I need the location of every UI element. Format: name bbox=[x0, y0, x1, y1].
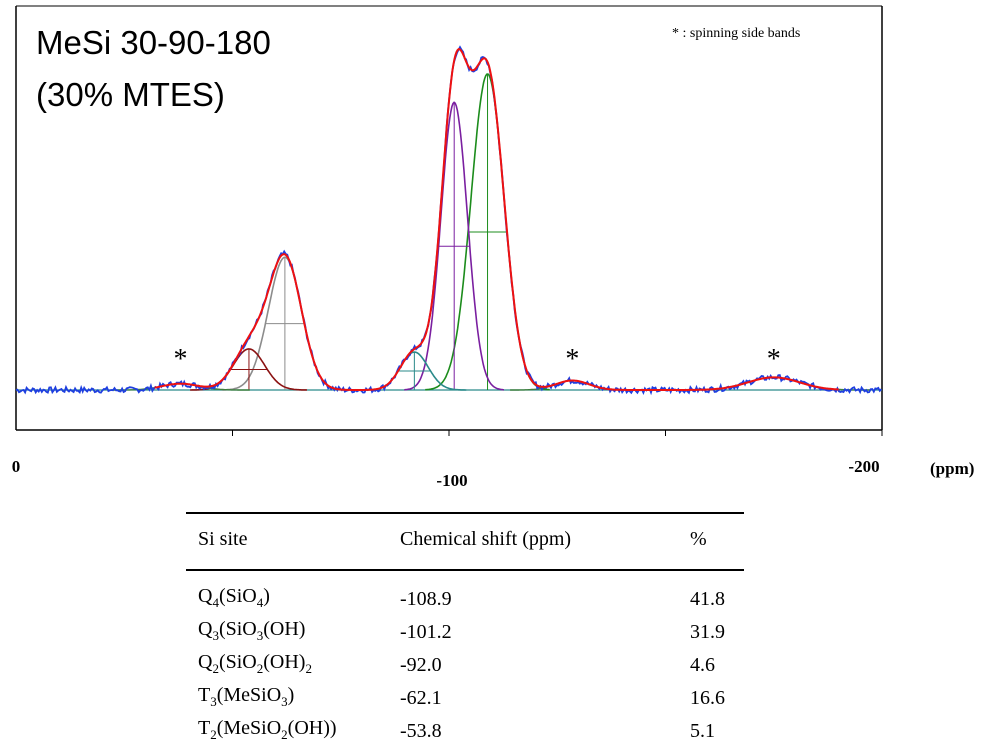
si-site-part: (SiO bbox=[218, 651, 257, 673]
percent-cell: 4.6 bbox=[690, 654, 715, 676]
si-site-part: 3 bbox=[210, 694, 217, 709]
si-site-part: 2 bbox=[305, 661, 312, 676]
si-site-part: 4 bbox=[256, 595, 264, 610]
chemical-shift-table: Si site Chemical shift (ppm) % Q4(SiO4) -… bbox=[186, 512, 744, 748]
si-site-part: 2 bbox=[256, 661, 264, 676]
header-percent: % bbox=[680, 512, 744, 571]
table-row: Q2(SiO2(OH)2 -92.0 4.6 bbox=[186, 649, 744, 682]
sideband-curve bbox=[676, 376, 871, 391]
si-site-cell: Q2(SiO2(OH)2 bbox=[186, 649, 368, 682]
sideband-marker: * bbox=[174, 344, 188, 375]
si-site-part: T bbox=[198, 717, 211, 739]
chemical-shift-cell: -62.1 bbox=[400, 687, 442, 709]
si-site-part: 3 bbox=[212, 628, 219, 643]
si-site-part: ) bbox=[263, 585, 270, 607]
x-tick-labels: 0 -100 -200 bbox=[12, 457, 880, 490]
percent-cell: 16.6 bbox=[690, 687, 725, 709]
chart-subtitle: (30% MTES) bbox=[36, 76, 225, 113]
table-body: Q4(SiO4) -108.9 41.8 Q3(SiO3(OH) -101.2 31.9 Q… bbox=[186, 570, 744, 748]
sideband-marker: * bbox=[767, 344, 781, 375]
si-site-part: 3 bbox=[256, 628, 264, 643]
sideband-marker: * bbox=[565, 344, 579, 375]
si-site-part: (SiO bbox=[218, 585, 257, 607]
si-site-part: 2 bbox=[210, 727, 217, 742]
x-tick-label: -100 bbox=[436, 471, 467, 490]
chemical-shift-cell: -92.0 bbox=[400, 654, 442, 676]
table-row: T2(MeSiO2(OH)) -53.8 5.1 bbox=[186, 715, 744, 748]
plot-frame bbox=[15, 5, 883, 431]
si-site-part: 3 bbox=[281, 694, 288, 709]
si-site-part: Q bbox=[198, 618, 213, 640]
table-header-row: Si site Chemical shift (ppm) % bbox=[186, 512, 744, 571]
si-site-part: (OH) bbox=[263, 651, 306, 673]
si-site-part: (OH)) bbox=[287, 717, 337, 739]
si-site-part: (SiO bbox=[218, 618, 257, 640]
si-site-part: Q bbox=[198, 585, 213, 607]
table-row: T3(MeSiO3) -62.1 16.6 bbox=[186, 682, 744, 715]
sideband-markers: * * * bbox=[174, 344, 781, 375]
si-site-part: (MeSiO bbox=[216, 684, 282, 706]
si-site-cell: T3(MeSiO3) bbox=[186, 682, 368, 715]
header-chemical-shift: Chemical shift (ppm) bbox=[368, 512, 680, 571]
x-axis-label: (ppm) bbox=[930, 459, 974, 478]
table-row: Q4(SiO4) -108.9 41.8 bbox=[186, 570, 744, 616]
si-site-part: 4 bbox=[212, 595, 219, 610]
x-tick-label: 0 bbox=[12, 457, 21, 476]
percent-cell: 41.8 bbox=[690, 588, 725, 610]
x-tick-label: -200 bbox=[848, 457, 879, 476]
si-site-cell: Q4(SiO4) bbox=[186, 570, 368, 616]
fit-envelope bbox=[154, 48, 839, 391]
si-site-part: 2 bbox=[212, 661, 219, 676]
percent-cell: 31.9 bbox=[690, 621, 725, 643]
si-site-cell: Q3(SiO3(OH) bbox=[186, 616, 368, 649]
component-q3-curve bbox=[404, 101, 504, 391]
header-si-site: Si site bbox=[186, 512, 368, 571]
chemical-shift-cell: -101.2 bbox=[400, 621, 452, 643]
si-site-part: T bbox=[198, 684, 211, 706]
chemical-shift-cell: -108.9 bbox=[400, 588, 452, 610]
chart-title: MeSi 30-90-180 bbox=[36, 24, 271, 61]
fit-envelope-curve bbox=[154, 48, 839, 391]
si-site-cell: T2(MeSiO2(OH)) bbox=[186, 715, 368, 748]
si-site-part: Q bbox=[198, 651, 213, 673]
sideband-annotation: * : spinning side bands bbox=[672, 26, 800, 41]
x-tick-marks bbox=[232, 430, 883, 436]
table-row: Q3(SiO3(OH) -101.2 31.9 bbox=[186, 616, 744, 649]
si-site-part: 2 bbox=[281, 727, 288, 742]
si-site-part: (OH) bbox=[263, 618, 306, 640]
chemical-shift-cell: -53.8 bbox=[400, 720, 442, 742]
si-site-part: (MeSiO bbox=[216, 717, 282, 739]
percent-cell: 5.1 bbox=[690, 720, 715, 742]
si-site-part: ) bbox=[287, 684, 295, 706]
